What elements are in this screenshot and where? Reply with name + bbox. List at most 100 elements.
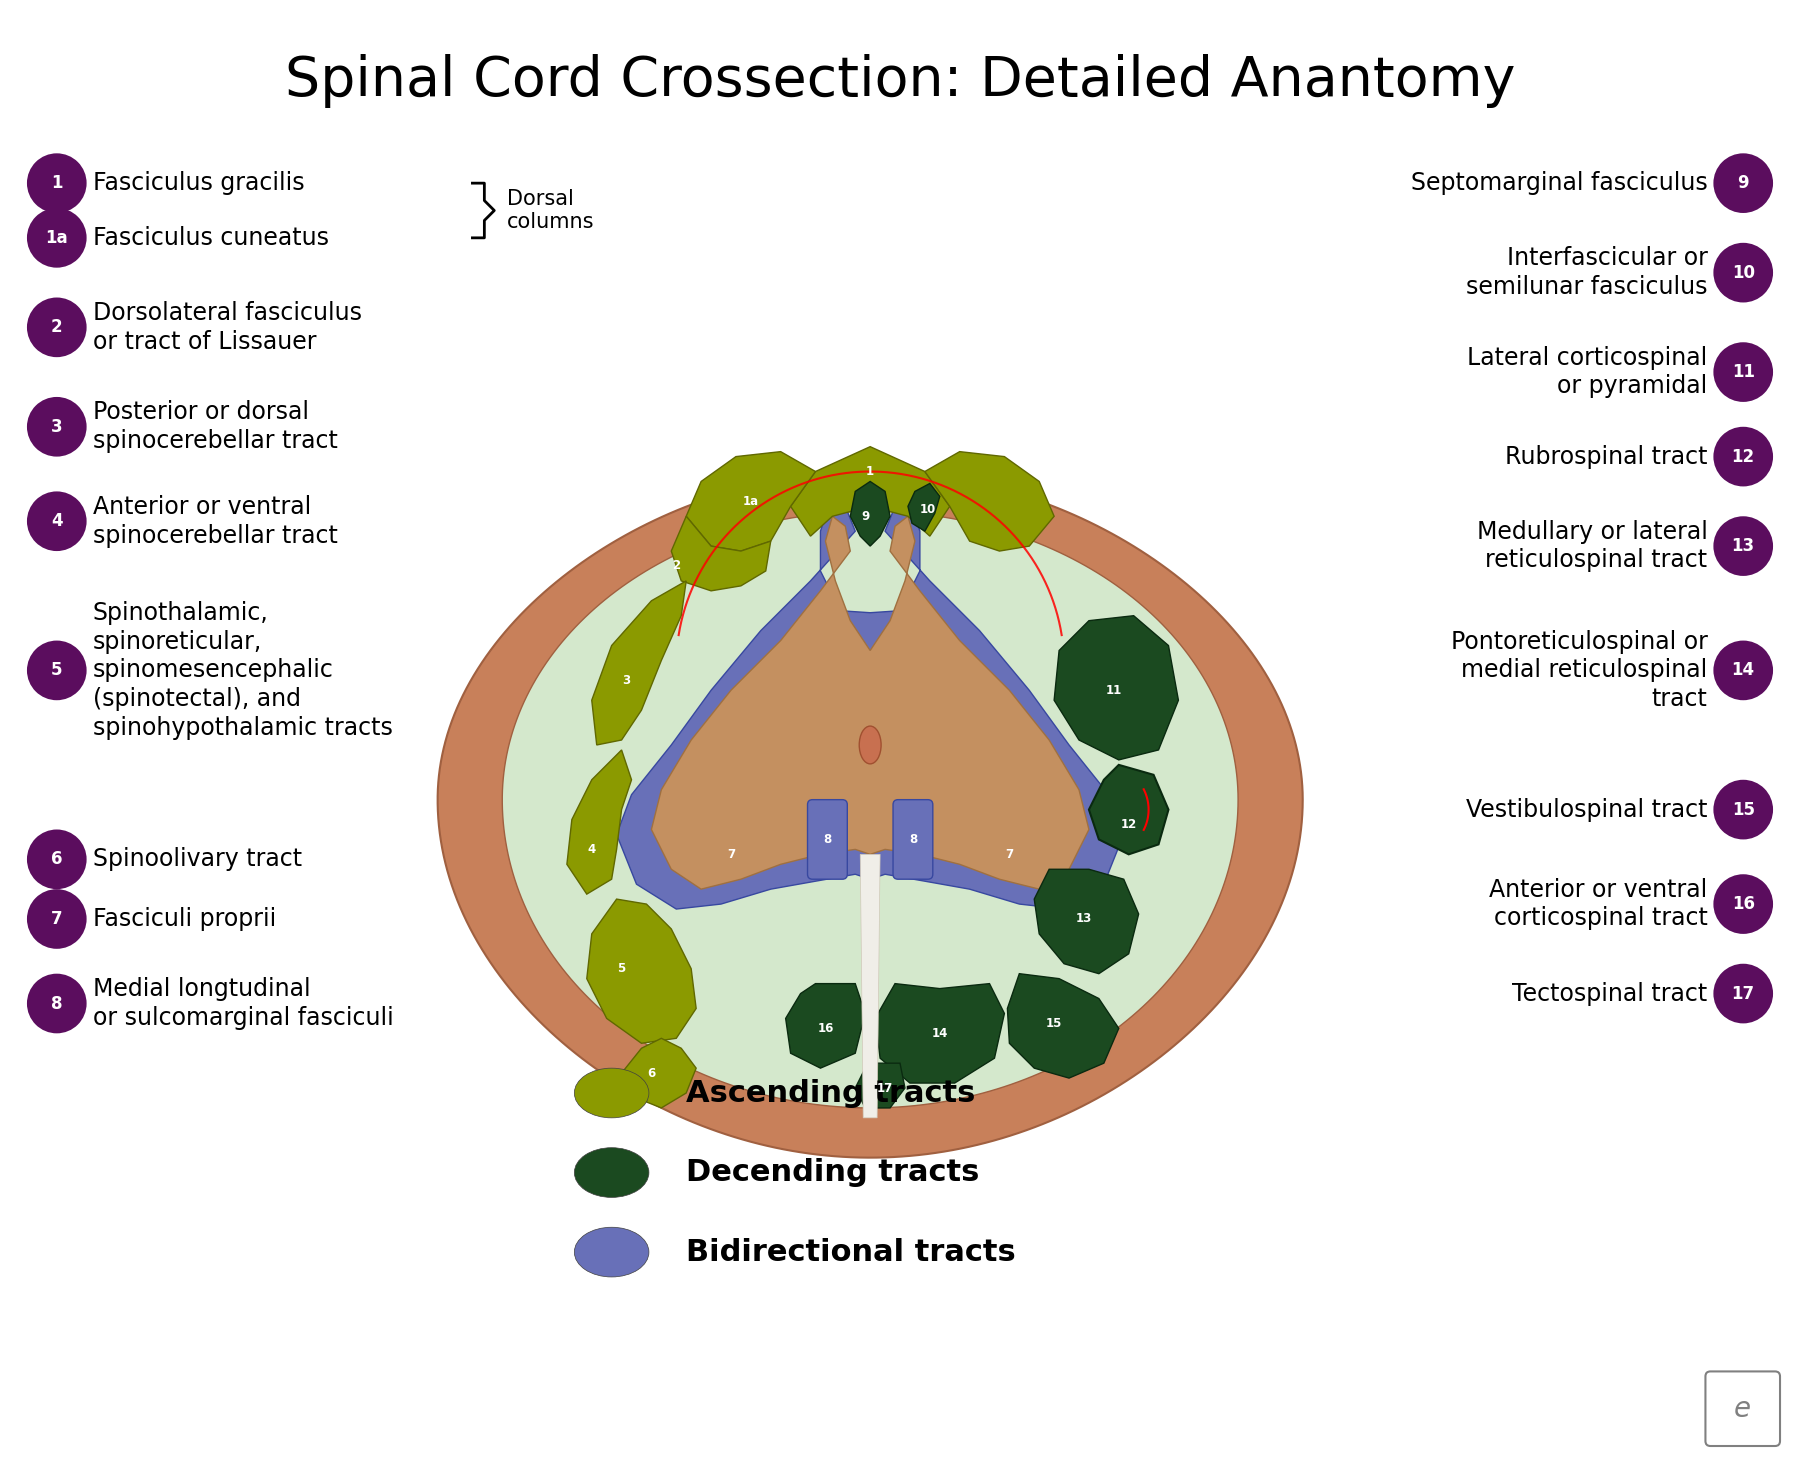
Text: 15: 15 — [1732, 801, 1755, 818]
Text: 9: 9 — [860, 509, 869, 522]
Circle shape — [1714, 243, 1773, 302]
Polygon shape — [652, 517, 1089, 889]
Text: 11: 11 — [1105, 684, 1121, 697]
Text: Interfascicular or
semilunar fasciculus: Interfascicular or semilunar fasciculus — [1465, 246, 1708, 299]
Text: 1a: 1a — [743, 494, 760, 508]
Text: 13: 13 — [1076, 913, 1093, 925]
Polygon shape — [860, 854, 880, 1117]
Polygon shape — [617, 502, 1123, 909]
Text: Medial longtudinal
or sulcomarginal fasciculi: Medial longtudinal or sulcomarginal fasc… — [92, 977, 394, 1030]
Polygon shape — [855, 1063, 905, 1109]
Polygon shape — [1008, 974, 1120, 1077]
Text: 13: 13 — [1732, 537, 1755, 555]
Text: 16: 16 — [1732, 895, 1755, 913]
Ellipse shape — [574, 1147, 650, 1197]
Polygon shape — [785, 984, 866, 1069]
Polygon shape — [592, 582, 686, 744]
FancyBboxPatch shape — [893, 799, 932, 879]
Polygon shape — [437, 472, 1303, 1157]
Text: 10: 10 — [1732, 263, 1755, 281]
Text: 8: 8 — [50, 995, 63, 1012]
Polygon shape — [587, 898, 697, 1043]
Text: Spinal Cord Crossection: Detailed Anantomy: Spinal Cord Crossection: Detailed Ananto… — [284, 53, 1516, 108]
Text: 9: 9 — [1737, 175, 1750, 192]
Text: 15: 15 — [1046, 1017, 1062, 1030]
Text: Bidirectional tracts: Bidirectional tracts — [686, 1237, 1015, 1267]
Text: Medullary or lateral
reticulospinal tract: Medullary or lateral reticulospinal trac… — [1476, 519, 1708, 573]
Polygon shape — [925, 451, 1055, 551]
Polygon shape — [621, 1039, 697, 1109]
Text: 16: 16 — [817, 1021, 833, 1035]
Circle shape — [27, 397, 86, 457]
Circle shape — [27, 829, 86, 889]
Text: 10: 10 — [920, 503, 936, 517]
Text: 7: 7 — [727, 848, 734, 861]
Polygon shape — [907, 484, 940, 531]
Text: Fasciculus cuneatus: Fasciculus cuneatus — [92, 226, 329, 250]
Text: 2: 2 — [50, 318, 63, 336]
Text: 1: 1 — [50, 175, 63, 192]
Circle shape — [1714, 963, 1773, 1023]
Text: Decending tracts: Decending tracts — [686, 1157, 979, 1187]
Polygon shape — [790, 447, 950, 536]
Text: Spinothalamic,
spinoreticular,
spinomesencephalic
(spinotectal), and
spinohypoth: Spinothalamic, spinoreticular, spinomese… — [92, 601, 392, 740]
Text: Dorsal
columns: Dorsal columns — [508, 189, 594, 232]
Polygon shape — [1035, 869, 1139, 974]
Polygon shape — [850, 481, 889, 546]
Circle shape — [27, 889, 86, 949]
Circle shape — [1714, 426, 1773, 487]
Text: Tectospinal tract: Tectospinal tract — [1512, 981, 1708, 1005]
Text: Ascending tracts: Ascending tracts — [686, 1079, 976, 1107]
FancyBboxPatch shape — [808, 799, 848, 879]
Text: 14: 14 — [1732, 662, 1755, 679]
Ellipse shape — [574, 1069, 650, 1117]
Text: 4: 4 — [50, 512, 63, 530]
Text: 3: 3 — [50, 417, 63, 435]
Text: 1a: 1a — [45, 229, 68, 247]
Polygon shape — [671, 517, 770, 591]
Text: 8: 8 — [909, 833, 916, 847]
Text: Pontoreticulospinal or
medial reticulospinal
tract: Pontoreticulospinal or medial reticulosp… — [1451, 629, 1708, 712]
Text: Vestibulospinal tract: Vestibulospinal tract — [1465, 798, 1708, 821]
Text: 4: 4 — [587, 844, 596, 855]
Text: 14: 14 — [932, 1027, 949, 1040]
Text: Lateral corticospinal
or pyramidal: Lateral corticospinal or pyramidal — [1467, 346, 1708, 398]
Text: 17: 17 — [1732, 984, 1755, 1002]
Ellipse shape — [574, 1227, 650, 1277]
Text: 6: 6 — [50, 851, 63, 869]
Text: 7: 7 — [50, 910, 63, 928]
Polygon shape — [686, 451, 815, 551]
Text: Rubrospinal tract: Rubrospinal tract — [1505, 444, 1708, 469]
Circle shape — [27, 491, 86, 551]
FancyBboxPatch shape — [1705, 1372, 1780, 1446]
Circle shape — [27, 154, 86, 213]
Polygon shape — [1089, 765, 1168, 854]
Text: Anterior or ventral
spinocerebellar tract: Anterior or ventral spinocerebellar trac… — [92, 494, 337, 548]
Circle shape — [1714, 342, 1773, 403]
Text: 5: 5 — [50, 662, 63, 679]
Text: Septomarginal fasciculus: Septomarginal fasciculus — [1411, 172, 1708, 195]
Text: Anterior or ventral
corticospinal tract: Anterior or ventral corticospinal tract — [1489, 878, 1708, 931]
Text: Spinoolivary tract: Spinoolivary tract — [92, 848, 302, 872]
Polygon shape — [1055, 616, 1179, 759]
Circle shape — [1714, 517, 1773, 576]
Text: e: e — [1733, 1394, 1751, 1422]
Circle shape — [1714, 780, 1773, 839]
Circle shape — [27, 297, 86, 357]
Text: Fasciculi proprii: Fasciculi proprii — [92, 907, 275, 931]
Text: 2: 2 — [671, 559, 680, 573]
Text: Dorsolateral fasciculus
or tract of Lissauer: Dorsolateral fasciculus or tract of Liss… — [92, 300, 362, 354]
Circle shape — [27, 209, 86, 268]
Text: 7: 7 — [1006, 848, 1013, 861]
Text: 17: 17 — [877, 1082, 893, 1095]
Polygon shape — [567, 750, 632, 894]
Text: 5: 5 — [617, 962, 626, 975]
Text: 11: 11 — [1732, 363, 1755, 380]
Ellipse shape — [859, 727, 882, 764]
Polygon shape — [502, 511, 1238, 1109]
Text: 12: 12 — [1121, 818, 1138, 832]
Circle shape — [27, 641, 86, 700]
Text: 6: 6 — [648, 1067, 655, 1079]
Polygon shape — [875, 984, 1004, 1083]
Circle shape — [1714, 154, 1773, 213]
